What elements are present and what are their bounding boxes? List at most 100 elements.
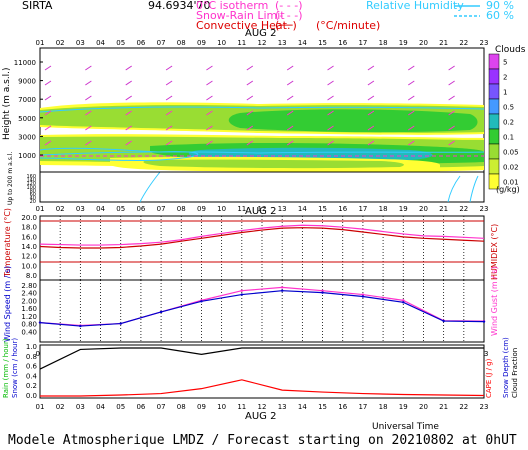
series-point (321, 291, 324, 294)
hour-tick-label: 16 (338, 39, 347, 47)
colorbar-swatch (488, 68, 500, 85)
wind-marker (206, 65, 213, 71)
hour-tick-label: 08 (177, 39, 186, 47)
hour-tick-label: 19 (399, 39, 408, 47)
wind-marker (327, 80, 334, 86)
series-point (361, 295, 365, 298)
series-point (240, 289, 244, 292)
wind-marker (327, 140, 334, 146)
colorbar-swatch (488, 53, 500, 70)
hour-tick-label: 17 (358, 403, 367, 411)
wind-marker (165, 80, 173, 86)
hour-tick-label: 02 (56, 403, 65, 411)
hour-tick-label: 20 (419, 205, 428, 213)
series-point (402, 299, 405, 302)
wind-marker (206, 80, 213, 86)
hour-tick-label: 23 (480, 403, 489, 411)
hour-tick-label: 02 (56, 39, 65, 47)
wind-marker (206, 95, 213, 101)
wind-speed-ylabel: Wind Speed (m / s) (3, 266, 12, 342)
precip-series (39, 347, 485, 397)
series-point (38, 321, 42, 324)
wind-marker (125, 125, 133, 131)
rh-60-label: 60 % (486, 9, 514, 22)
colorbar-title: Clouds (495, 45, 526, 55)
wind-panel: 2.802.402.001.601.200.800.40 Wind Speed … (3, 266, 499, 343)
ytick-label: 0.2 (26, 382, 37, 390)
ytick-label: 2.80 (21, 282, 37, 290)
legend-convective-label: Convective Heat. (196, 19, 290, 32)
wind-series (38, 286, 486, 328)
hour-tick-label: 01 (36, 205, 45, 213)
colorbar-level-label: 0.05 (503, 149, 519, 157)
cloud-ytick-label-lower: 100 (26, 185, 36, 191)
legend-snowrain-label: Snow-Rain Limit (196, 9, 285, 22)
wind-marker (165, 140, 173, 146)
hour-tick-label: 15 (318, 205, 327, 213)
wind-marker (125, 110, 133, 116)
hour-tick-label: 04 (96, 39, 105, 47)
colorbar-level-label: 0.01 (503, 179, 519, 187)
colorbar-units: (g/kg) (496, 185, 520, 194)
wind-marker (125, 95, 133, 101)
hour-tick-label: 21 (439, 39, 448, 47)
cloud-ytick-label-lower: 40 (30, 196, 36, 202)
ytick-label: 0.8 (26, 353, 37, 361)
hour-tick-label: 14 (298, 403, 307, 411)
legend-isotherm-symbol: (- - -) (275, 0, 302, 12)
wind-marker (125, 140, 133, 146)
wind-marker (407, 95, 415, 101)
cloud-ylabel: Height (m a.s.l.) (2, 67, 12, 140)
wind-marker (246, 110, 254, 116)
cloud-ytick-label-lower: 20 (30, 199, 36, 205)
colorbar-swatch (488, 83, 500, 100)
series-point (442, 319, 445, 323)
colorbar-swatch (488, 158, 500, 175)
rh-title: Relative Humidity (366, 0, 464, 12)
wind-marker (85, 125, 92, 131)
hour-tick-label: 22 (459, 39, 468, 47)
hour-tick-label: 18 (379, 403, 388, 411)
colorbar-swatch (488, 173, 500, 190)
colorbar-level-label: 0.5 (503, 104, 514, 112)
hour-tick-label: 09 (197, 205, 206, 213)
hour-tick-label: 03 (76, 403, 85, 411)
rh-contour-upper (39, 106, 485, 113)
hour-tick-label: 10 (217, 205, 226, 213)
hour-tick-label: 19 (399, 205, 408, 213)
hour-tick-label: 08 (177, 205, 186, 213)
wind-marker (206, 110, 213, 116)
ytick-label: 18.0 (21, 224, 37, 232)
cloud-panel: 11000 9000 7000 5000 3000 1000 16014012010080… (2, 47, 496, 205)
wind-marker (85, 110, 92, 116)
wind-marker (85, 65, 92, 71)
temp-series (39, 224, 485, 249)
wind-marker (246, 95, 254, 101)
legend-convective-symbol: (──) (275, 19, 297, 32)
series-point (402, 301, 405, 304)
universal-time-label: Universal Time (372, 422, 439, 432)
hour-tick-label: 04 (96, 205, 105, 213)
ytick-label: 10.0 (21, 262, 37, 270)
wind-marker (85, 140, 92, 146)
colorbar-level-label: 5 (503, 59, 507, 67)
colorbar-level-label: 0.1 (503, 134, 514, 142)
hour-labels-mid: 01 02 03 04 05 06 07 08 09 10 11 12 13 14 15 16 17 18 19 20… (36, 205, 489, 213)
hour-tick-label: 13 (278, 39, 287, 47)
snow-depth-ylabel: Snow Depth (cm) (502, 337, 510, 398)
ytick-label: 0.0 (26, 392, 37, 400)
temp-ylabel: Temperature (°C) (3, 208, 12, 278)
day-label-bottom: AUG 2 (245, 411, 276, 422)
wind-marker (246, 125, 254, 131)
rain-ylabel: Rain (mm / hour) (2, 338, 10, 398)
hour-tick-label: 14 (298, 205, 307, 213)
ytick-label: 0.6 (26, 363, 38, 371)
cloud-ytick-label-lower: 120 (26, 181, 36, 187)
cloud-yticks-upper: 11000 9000 7000 5000 3000 1000 (14, 59, 43, 160)
series-point (361, 293, 365, 296)
hour-tick-label: 03 (76, 39, 85, 47)
wind-marker (407, 140, 415, 146)
wind-yticks: 2.802.402.001.601.200.800.40 (21, 282, 37, 336)
ytick-label: 8.0 (26, 272, 37, 280)
series-line (39, 224, 485, 246)
